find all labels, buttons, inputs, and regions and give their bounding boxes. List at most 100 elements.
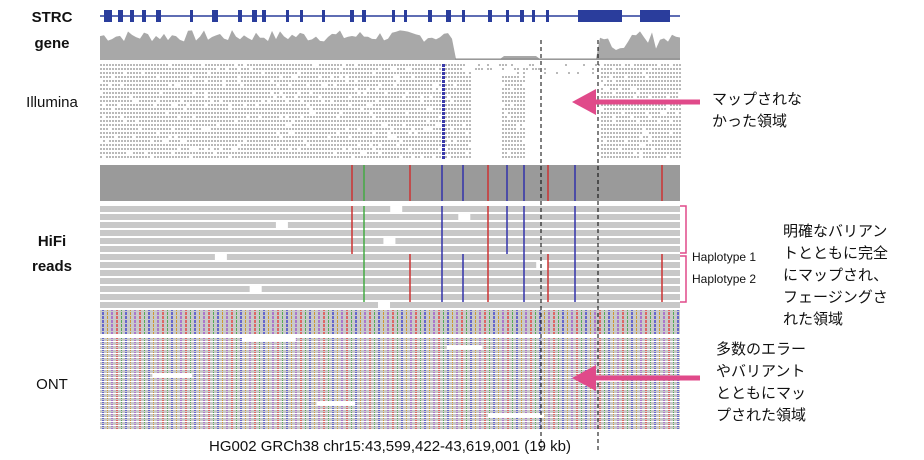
- read: [655, 84, 657, 86]
- read: [661, 120, 663, 122]
- read: [640, 84, 642, 86]
- read: [292, 84, 294, 86]
- read: [325, 124, 327, 126]
- ont-read: [100, 350, 680, 353]
- read: [190, 68, 192, 70]
- read: [229, 68, 231, 70]
- read: [664, 136, 666, 138]
- read: [280, 112, 282, 114]
- read: [652, 144, 654, 146]
- read: [433, 92, 435, 94]
- read: [523, 100, 525, 102]
- read: [367, 64, 369, 66]
- read: [304, 64, 306, 66]
- read: [208, 84, 210, 86]
- read: [421, 80, 423, 82]
- read: [133, 112, 135, 114]
- read: [106, 84, 108, 86]
- read: [133, 88, 135, 90]
- read: [319, 156, 321, 158]
- read: [430, 84, 432, 86]
- read: [304, 112, 306, 114]
- variant: [442, 64, 445, 67]
- read: [622, 76, 624, 78]
- read: [145, 124, 147, 126]
- read: [304, 108, 306, 110]
- read: [367, 116, 369, 118]
- read: [394, 104, 396, 106]
- read: [151, 76, 153, 78]
- read: [616, 80, 618, 82]
- read: [373, 152, 375, 154]
- ont-read: [100, 414, 680, 417]
- read: [271, 120, 273, 122]
- read: [385, 84, 387, 86]
- read: [421, 140, 423, 142]
- read: [148, 96, 150, 98]
- read: [148, 104, 150, 106]
- read: [178, 136, 180, 138]
- read: [109, 124, 111, 126]
- read: [466, 100, 468, 102]
- read: [331, 92, 333, 94]
- read: [265, 156, 267, 158]
- read: [328, 124, 330, 126]
- read: [106, 88, 108, 90]
- read: [160, 132, 162, 134]
- read: [655, 88, 657, 90]
- read: [328, 116, 330, 118]
- read: [403, 84, 405, 86]
- read: [679, 136, 681, 138]
- read: [232, 116, 234, 118]
- read: [127, 136, 129, 138]
- read: [199, 80, 201, 82]
- read: [355, 156, 357, 158]
- read: [415, 116, 417, 118]
- read: [400, 112, 402, 114]
- read: [343, 116, 345, 118]
- read: [292, 112, 294, 114]
- read: [679, 148, 681, 150]
- read: [151, 80, 153, 82]
- read: [313, 156, 315, 158]
- ont-read: [100, 354, 680, 357]
- read: [136, 64, 138, 66]
- read: [544, 72, 546, 74]
- read: [517, 116, 519, 118]
- read: [142, 64, 144, 66]
- read: [352, 64, 354, 66]
- read: [124, 132, 126, 134]
- read: [418, 128, 420, 130]
- read: [397, 72, 399, 74]
- read: [388, 84, 390, 86]
- read: [175, 128, 177, 130]
- read: [322, 92, 324, 94]
- read: [193, 96, 195, 98]
- read: [241, 136, 243, 138]
- read: [307, 92, 309, 94]
- read: [310, 128, 312, 130]
- read: [673, 108, 675, 110]
- read: [358, 96, 360, 98]
- read: [187, 140, 189, 142]
- read: [313, 108, 315, 110]
- read: [139, 108, 141, 110]
- read: [661, 132, 663, 134]
- read: [268, 112, 270, 114]
- read: [235, 140, 237, 142]
- read: [292, 88, 294, 90]
- read: [286, 144, 288, 146]
- read: [355, 136, 357, 138]
- read: [517, 68, 519, 70]
- read: [352, 132, 354, 134]
- read: [412, 88, 414, 90]
- read: [265, 64, 267, 66]
- read: [619, 92, 621, 94]
- read: [349, 64, 351, 66]
- read: [274, 84, 276, 86]
- read: [241, 156, 243, 158]
- read: [655, 68, 657, 70]
- read: [646, 80, 648, 82]
- read: [661, 136, 663, 138]
- read: [202, 108, 204, 110]
